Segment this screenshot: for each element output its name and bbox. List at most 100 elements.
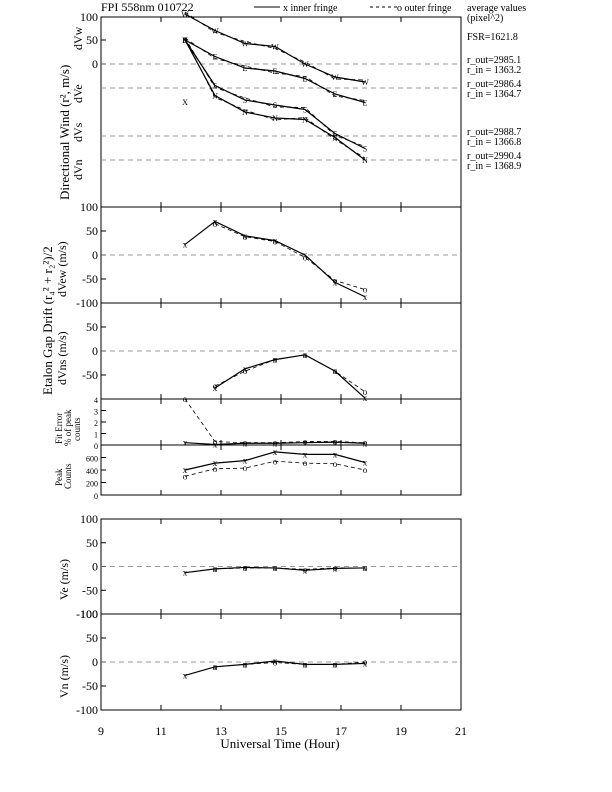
- y-tick-label: 100: [80, 607, 98, 621]
- marker-W: W: [361, 78, 369, 87]
- y-tick-label: 400: [86, 467, 98, 476]
- outer-marker: o: [213, 464, 218, 474]
- y-label-vn: Vn (m/s): [57, 655, 71, 698]
- x-tick-label: 15: [275, 724, 287, 738]
- y-tick-label: 200: [86, 480, 98, 489]
- outer-marker: o: [213, 564, 218, 574]
- outer-marker: o: [213, 381, 218, 391]
- marker-E: E: [213, 53, 218, 62]
- outer-marker: o: [363, 563, 368, 573]
- series-outer-W: [184, 11, 366, 81]
- outer-fringe-line: [184, 398, 366, 444]
- inner-marker: x: [333, 277, 338, 287]
- inner-fringe-line: [214, 354, 366, 399]
- marker-S: S: [333, 130, 337, 139]
- r-out-4: r_out=2990.4: [467, 151, 521, 162]
- outer-marker: o: [243, 563, 248, 573]
- r-in-3: r_in = 1366.8: [467, 137, 521, 148]
- x-tick-label: 11: [155, 724, 167, 738]
- inner-marker: x: [333, 659, 338, 669]
- y-label-dvn: dVn: [71, 159, 85, 180]
- series-line-W: [184, 13, 366, 83]
- inner-marker: x: [303, 565, 308, 575]
- inner-marker: x: [243, 659, 248, 669]
- series-line-S: [184, 39, 366, 150]
- inner-marker: x: [183, 465, 188, 475]
- outer-marker: o: [273, 563, 278, 573]
- marker-S: S: [303, 106, 307, 115]
- inner-marker: x: [303, 659, 308, 669]
- outer-marker: o: [333, 437, 338, 447]
- marker-W: W: [271, 43, 279, 52]
- r-in-1: r_in = 1363.2: [467, 65, 521, 76]
- series-outer-N: [184, 37, 366, 159]
- y-tick-label: 0: [92, 344, 98, 358]
- x-tick-label: 21: [455, 724, 467, 738]
- r-out-2: r_out=2986.4: [467, 79, 521, 90]
- outer-marker: o: [333, 459, 338, 469]
- inner-marker: x: [333, 563, 338, 573]
- outer-marker: o: [333, 563, 338, 573]
- inner-marker: x: [213, 383, 218, 393]
- outer-marker: o: [243, 659, 248, 669]
- marker-E: E: [363, 99, 368, 108]
- marker-W: W: [241, 40, 249, 49]
- inner-marker: x: [303, 449, 308, 459]
- inner-marker: x: [243, 438, 248, 448]
- panel-frame-3: [100, 398, 462, 446]
- y-label-dve: dVe: [71, 84, 85, 103]
- inner-marker: x: [183, 239, 188, 249]
- marker-E: E: [243, 64, 248, 73]
- outer-marker: o: [303, 564, 308, 574]
- inner-marker: x: [243, 231, 248, 241]
- x-tick-label: 9: [98, 724, 104, 738]
- y-tick-label: 50: [86, 536, 98, 550]
- r-in-2: r_in = 1364.7: [467, 89, 521, 100]
- inner-marker: x: [273, 656, 278, 666]
- outer-marker: o: [363, 657, 368, 667]
- inner-marker: x: [183, 670, 188, 680]
- outer-marker: o: [243, 463, 248, 473]
- y-tick-label: 4: [94, 396, 98, 405]
- y-label-counts: counts: [72, 417, 82, 441]
- outer-marker: o: [363, 285, 368, 295]
- outer-marker: o: [333, 659, 338, 669]
- y-tick-label: -100: [76, 607, 98, 621]
- inner-marker: x: [273, 438, 278, 448]
- outer-marker: o: [363, 387, 368, 397]
- y-label-dvew: dVew (m/s): [55, 241, 69, 297]
- outer-marker: o: [273, 657, 278, 667]
- y-tick-label: 600: [86, 455, 98, 464]
- y-label-fit-error: Fit Error: [54, 413, 64, 444]
- series-line-N: [184, 39, 366, 161]
- outer-marker: o: [183, 471, 188, 481]
- y-tick-label: 100: [80, 512, 98, 526]
- outer-marker: o: [213, 662, 218, 672]
- y-tick-label: -100: [76, 296, 98, 310]
- inner-marker: x: [273, 563, 278, 573]
- outer-marker: o: [273, 456, 278, 466]
- inner-marker: x: [333, 366, 338, 376]
- legend-outer-label: o outer fringe: [397, 3, 452, 14]
- inner-marker: x: [243, 456, 248, 466]
- marker-W: W: [301, 60, 309, 69]
- outer-fringe-line: [214, 354, 366, 393]
- marker-E: E: [303, 75, 308, 84]
- panel-frame-0: [100, 16, 462, 208]
- outer-marker: o: [273, 438, 278, 448]
- inner-marker: x: [213, 662, 218, 672]
- y-tick-label: 0: [92, 655, 98, 669]
- marker-S: S: [243, 96, 247, 105]
- outer-fringe-line: [214, 223, 366, 290]
- y-tick-label: 0: [94, 492, 98, 501]
- inner-marker: x: [213, 216, 218, 226]
- y-tick-label: -50: [82, 272, 98, 286]
- marker-S: S: [363, 145, 367, 154]
- y-tick-label: 50: [86, 631, 98, 645]
- y-tick-label: 50: [86, 33, 98, 47]
- inner-marker: x: [363, 658, 368, 668]
